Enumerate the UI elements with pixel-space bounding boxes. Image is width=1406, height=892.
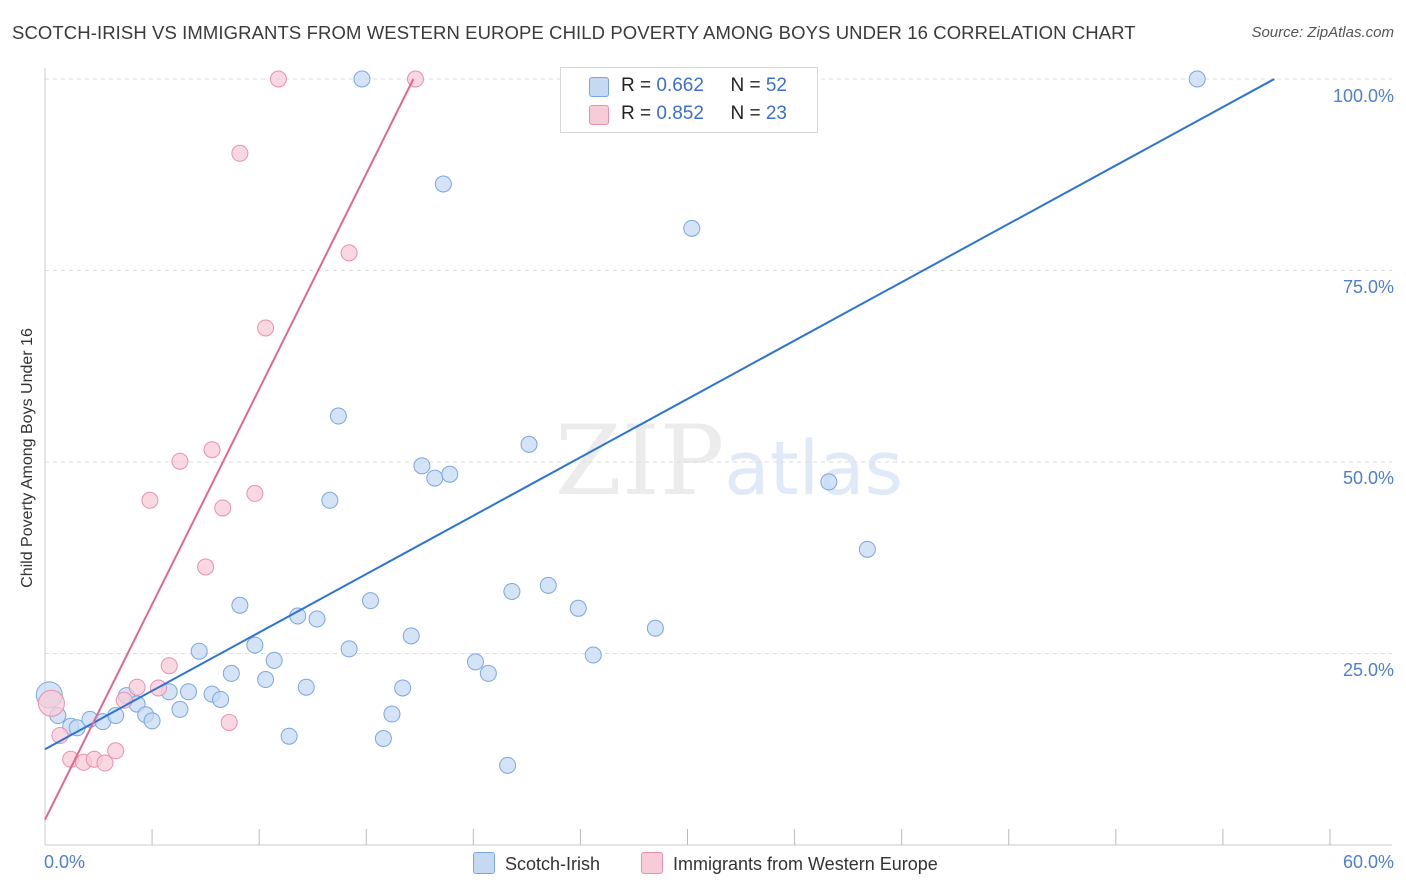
- scotch-irish-point: [297, 678, 315, 696]
- western-europe-point: [141, 491, 159, 509]
- x-tick-max: 60.0%: [1342, 852, 1394, 872]
- scotch-irish-point: [394, 679, 412, 697]
- scotch-irish-point: [143, 712, 161, 730]
- scotch-irish-point: [171, 700, 189, 718]
- r-label: R =: [621, 75, 657, 96]
- scotch-irish-point: [340, 640, 358, 658]
- scotch-irish-point: [257, 671, 275, 689]
- scotch-irish-point: [646, 619, 664, 637]
- scotch-irish-point: [683, 219, 701, 237]
- y-tick-75: 75.0%: [1342, 277, 1394, 297]
- scotch-irish-point: [280, 727, 298, 745]
- scotch-irish-point: [190, 642, 208, 660]
- r-label: R =: [621, 103, 657, 124]
- scotch-irish-point: [426, 469, 444, 487]
- western-europe-point: [197, 558, 215, 576]
- scotch-irish-point: [569, 599, 587, 617]
- scotch-irish-point: [246, 636, 264, 654]
- western-europe-point: [231, 144, 249, 162]
- watermark-zip: ZIP: [555, 405, 725, 517]
- legend-item-scotch-irish[interactable]: Scotch-Irish: [473, 852, 600, 875]
- scotch-irish-point: [441, 465, 459, 483]
- scotch-irish-point: [539, 576, 557, 594]
- scotch-irish-point: [503, 582, 521, 600]
- legend-label: Immigrants from Western Europe: [673, 854, 938, 874]
- chart-title: SCOTCH-IRISH VS IMMIGRANTS FROM WESTERN …: [12, 22, 1136, 43]
- scotch-irish-point: [858, 540, 876, 558]
- legend-label: Scotch-Irish: [505, 854, 601, 874]
- legend-item-immigrants-western-europe[interactable]: Immigrants from Western Europe: [641, 852, 938, 875]
- stat-row-pink: R = 0.852 N = 23: [621, 103, 787, 131]
- scotch-irish-point: [222, 664, 240, 682]
- western-europe-point: [171, 452, 189, 470]
- scotch-irish-point: [413, 457, 431, 475]
- western-europe-point: [37, 689, 65, 717]
- scotch-irish-point: [321, 491, 339, 509]
- scotch-irish-point: [179, 683, 197, 701]
- western-europe-point: [160, 657, 178, 675]
- watermark-atlas: atlas: [724, 426, 904, 512]
- n-value: 23: [765, 103, 787, 124]
- y-tick-50: 50.0%: [1342, 468, 1394, 488]
- n-label: N =: [730, 103, 766, 124]
- scotch-irish-point: [308, 610, 326, 628]
- western-europe-point: [107, 742, 125, 760]
- correlation-stats-box: R = 0.662 N = 52 R = 0.852 N = 23: [560, 67, 818, 133]
- scotch-irish-point: [520, 435, 538, 453]
- scotch-irish-point: [434, 175, 452, 193]
- western-europe-point: [220, 713, 238, 731]
- source-label: Source: ZipAtlas.com: [1251, 24, 1394, 41]
- scotch-irish-point: [820, 473, 838, 491]
- western-europe-trendline: [44, 78, 415, 821]
- scotch-irish-point: [584, 646, 602, 664]
- western-europe-point: [340, 244, 358, 262]
- pink-swatch-icon: [589, 105, 609, 125]
- scotch-irish-point: [362, 592, 380, 610]
- scotch-irish-point: [479, 664, 497, 682]
- watermark: ZIPatlas: [555, 405, 903, 517]
- western-europe-point: [257, 319, 275, 337]
- western-europe-point: [246, 484, 264, 502]
- scotch-irish-point: [231, 596, 249, 614]
- y-tick-100: 100.0%: [1332, 86, 1394, 106]
- stat-row-blue: R = 0.662 N = 52: [621, 75, 787, 103]
- scotch-irish-point: [265, 651, 283, 669]
- scotch-irish-point: [466, 653, 484, 671]
- western-europe-point: [269, 70, 287, 88]
- scotch-irish-trendline: [44, 78, 1275, 751]
- western-europe-point: [214, 499, 232, 517]
- scotch-irish-point: [353, 70, 371, 88]
- scotch-irish-point: [212, 690, 230, 708]
- western-europe-point: [128, 678, 146, 696]
- blue-swatch-icon: [589, 77, 609, 97]
- r-value: 0.852: [656, 103, 704, 124]
- legend-pink-swatch-icon: [641, 852, 663, 874]
- scotch-irish-point: [383, 705, 401, 723]
- scotch-irish-point: [329, 407, 347, 425]
- scotch-irish-point: [374, 730, 392, 748]
- y-tick-25: 25.0%: [1342, 660, 1394, 680]
- n-value: 52: [765, 75, 787, 96]
- western-europe-point: [203, 441, 221, 459]
- x-tick-min: 0.0%: [44, 852, 86, 872]
- scotch-irish-point: [1188, 70, 1206, 88]
- n-label: N =: [730, 75, 766, 96]
- western-europe-point: [96, 754, 114, 772]
- scotch-irish-point: [499, 756, 517, 774]
- y-axis-label: Child Poverty Among Boys Under 16: [19, 328, 36, 588]
- scotch-irish-point: [402, 627, 420, 645]
- legend-blue-swatch-icon: [473, 852, 495, 874]
- r-value: 0.662: [656, 75, 704, 96]
